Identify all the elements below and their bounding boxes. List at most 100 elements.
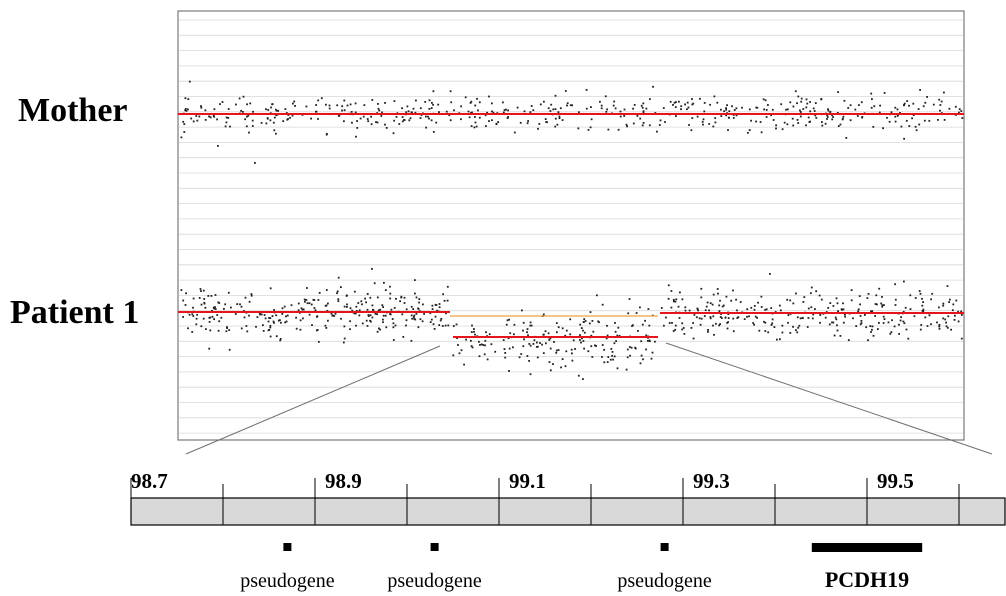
mother-probe-point [771,108,774,111]
mother-probe-point [642,111,645,114]
patient-probe-point [756,316,758,319]
patient-probe-point [712,315,715,318]
patient-probe-point [209,316,212,319]
mother-probe-point [839,123,842,126]
patient-probe-point [860,322,863,324]
patient-probe-point [779,304,781,307]
patient-probe-point [346,306,348,308]
patient-probe-point [595,345,597,347]
patient-probe-point [660,307,663,309]
mother-probe-point [428,108,431,110]
mother-probe-point [589,126,592,129]
mother-probe-point [871,98,873,100]
patient-probe-point [342,341,345,344]
patient-probe-point [250,294,253,297]
patient-probe-point [508,347,511,350]
patient-probe-point [373,282,376,285]
patient-probe-point [447,324,450,327]
mother-probe-point [714,121,717,124]
mother-probe-point [425,115,427,118]
patient-probe-point [737,316,740,318]
mother-probe-point [532,109,535,112]
patient-probe-point [582,321,585,323]
patient-probe-point [594,344,596,347]
mother-probe-point [224,125,227,128]
patient-probe-point [239,303,241,306]
patient-probe-point [180,289,183,291]
mother-probe-point [905,119,908,122]
mother-probe-point [762,98,765,101]
patient-probe-point [442,293,444,296]
patient-probe-point [829,302,832,304]
mother-probe-point [427,115,429,118]
patient-probe-point [692,337,695,340]
scale-tick-label: 98.7 [131,469,168,493]
patient-probe-point [182,316,184,318]
patient-probe-point [343,325,346,328]
patient-probe-point [850,289,853,291]
patient-probe-point [857,310,860,313]
mother-probe-point [219,103,221,105]
mother-probe-point [672,104,674,106]
mother-probe-point [690,129,693,132]
mother-probe-point [765,109,768,111]
mother-probe-point [702,123,704,126]
patient-probe-point [844,315,846,318]
mother-probe-point [260,122,263,124]
mother-probe-point [903,137,905,140]
mother-probe-point [356,120,358,122]
mother-probe-point [272,121,275,124]
patient-probe-point [672,298,675,301]
patient-probe-point [413,316,415,318]
patient-probe-point [522,321,525,324]
patient-probe-point [371,268,373,270]
patient-probe-point [588,322,591,325]
patient-probe-point [430,318,433,321]
zoom-line-left [185,345,441,455]
mother-probe-point [797,122,800,124]
mother-probe-point [701,120,704,123]
patient-probe-point [839,335,842,337]
patient-probe-point [417,326,420,329]
patient-probe-point [699,323,702,326]
mother-probe-point [854,108,857,111]
patient-probe-point [806,326,809,328]
patient-probe-point [470,339,472,342]
mother-probe-point [411,111,413,114]
mother-probe-point [613,100,616,103]
patient-probe-point [712,293,715,296]
mother-probe-point [691,117,694,119]
patient-probe-point [867,293,870,295]
patient-probe-point [234,313,237,315]
mother-probe-point [507,109,509,112]
mother-probe-point [338,114,341,117]
patient-probe-point [938,327,941,330]
patient-probe-point [601,356,603,358]
mother-probe-point [725,108,728,111]
patient-probe-point [584,320,587,322]
patient-probe-point [950,328,952,331]
mother-probe-point [367,120,370,123]
patient-probe-point [692,322,694,324]
patient-probe-point [269,317,272,319]
patient-probe-point [630,346,633,349]
mother-probe-point [252,110,254,113]
patient-probe-point [960,314,963,316]
mother-probe-point [377,103,379,105]
patient-probe-point [871,310,874,313]
mother-probe-point [425,126,427,129]
patient-probe-point [285,315,287,318]
mother-probe-point [827,109,830,112]
patient-probe-point [957,310,959,313]
patient-probe-point [764,330,767,332]
patient-probe-point [403,302,406,304]
mother-probe-point [552,108,555,111]
mother-probe-point [680,105,683,108]
patient-probe-point [503,348,506,350]
patient-probe-point [471,346,474,349]
patient-probe-point [679,291,681,294]
patient-probe-point [718,310,721,312]
patient-probe-point [440,317,443,320]
patient-probe-point [945,325,948,328]
patient-probe-point [781,331,784,334]
